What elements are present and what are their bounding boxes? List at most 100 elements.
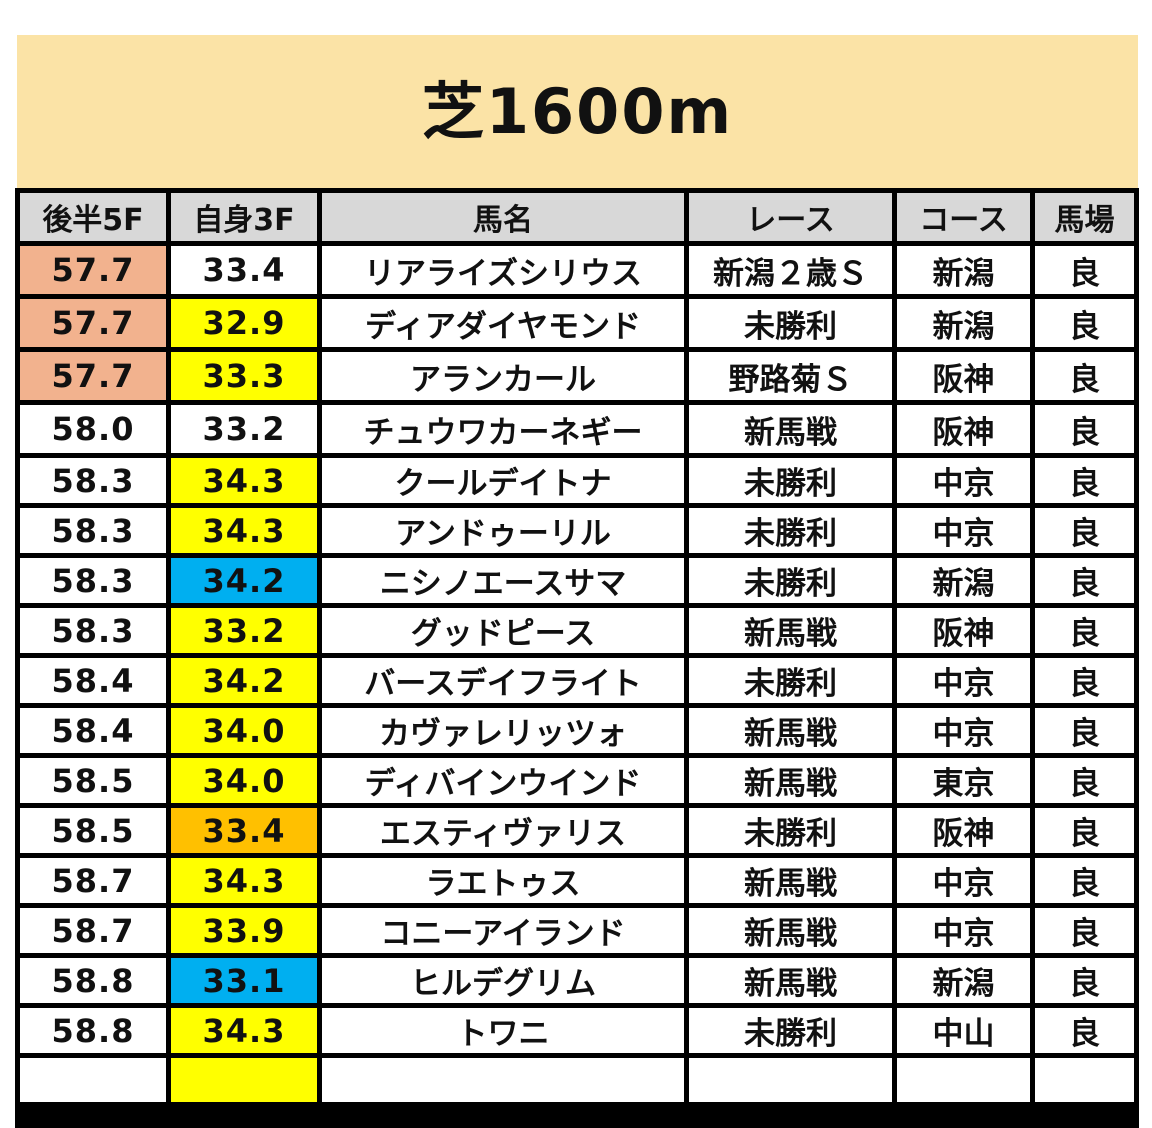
- own-3f-cell: 34.2: [171, 658, 317, 703]
- course-cell: 中京: [897, 458, 1030, 503]
- cut-off-cell: [1035, 1058, 1134, 1102]
- title-banner: 芝1600m: [17, 35, 1138, 188]
- table-row: 58.3 34.3 クールデイトナ 未勝利 中京良: [20, 458, 1134, 503]
- race-cell: 未勝利: [689, 458, 892, 503]
- column-header-own-3f: 自身3F: [171, 193, 317, 241]
- horse-name-cell: ラエトゥス: [322, 858, 684, 903]
- results-table: 後半5F 自身3F 馬名 レース コース 馬場 57.7 33.4 リアライズシリウ…: [15, 188, 1139, 1107]
- horse-name-cell: クールデイトナ: [322, 458, 684, 503]
- course-cell: 新潟: [897, 246, 1030, 294]
- cut-off-cell: [322, 1058, 684, 1102]
- horse-name-cell: アランカール: [322, 352, 684, 400]
- track-condition-cell: 良: [1035, 858, 1134, 903]
- own-3f-cell: 34.3: [171, 858, 317, 903]
- own-3f-cell: 34.0: [171, 758, 317, 803]
- race-cell: 新馬戦: [689, 908, 892, 953]
- course-cell: 新潟: [897, 558, 1030, 603]
- track-condition-cell: 良: [1035, 608, 1134, 653]
- course-cell: 東京: [897, 758, 1030, 803]
- track-condition-cell: 良: [1035, 558, 1134, 603]
- track-condition-cell: 良: [1035, 908, 1134, 953]
- course-cell: 阪神: [897, 808, 1030, 853]
- race-cell: 未勝利: [689, 1008, 892, 1053]
- table-row: 58.5 34.0 ディバインウインド 新馬戦 東京良: [20, 758, 1134, 803]
- race-cell: 新潟２歳Ｓ: [689, 246, 892, 294]
- course-cell: 阪神: [897, 352, 1030, 400]
- late-5f-cell: 58.8: [20, 958, 166, 1003]
- table-row: 58.3 34.3 アンドゥーリル 未勝利 中京良: [20, 508, 1134, 553]
- course-cell: 中京: [897, 508, 1030, 553]
- table-row: 58.3 34.2 ニシノエースサマ 未勝利 新潟良: [20, 558, 1134, 603]
- table-row: 57.7 33.4 リアライズシリウス 新潟２歳Ｓ 新潟良: [20, 246, 1134, 294]
- table-row: [20, 1058, 1134, 1102]
- course-cell: 中京: [897, 858, 1030, 903]
- horse-name-cell: カヴァレリッツォ: [322, 708, 684, 753]
- table-row: 58.4 34.0 カヴァレリッツォ 新馬戦 中京良: [20, 708, 1134, 753]
- track-condition-cell: 良: [1035, 458, 1134, 503]
- horse-name-cell: ヒルデグリム: [322, 958, 684, 1003]
- horse-name-cell: ディアダイヤモンド: [322, 299, 684, 347]
- late-5f-cell: 57.7: [20, 352, 166, 400]
- race-cell: 未勝利: [689, 508, 892, 553]
- table-header-row: 後半5F 自身3F 馬名 レース コース 馬場: [20, 193, 1134, 241]
- late-5f-cell: 58.7: [20, 858, 166, 903]
- own-3f-cell: 33.1: [171, 958, 317, 1003]
- race-cell: 新馬戦: [689, 405, 892, 453]
- late-5f-cell: 58.5: [20, 808, 166, 853]
- own-3f-cell: 34.0: [171, 708, 317, 753]
- own-3f-cell: 33.4: [171, 808, 317, 853]
- own-3f-cell: 34.3: [171, 1008, 317, 1053]
- own-3f-cell: 33.9: [171, 908, 317, 953]
- own-3f-cell: 34.3: [171, 508, 317, 553]
- track-condition-cell: 良: [1035, 299, 1134, 347]
- table-row: 58.8 33.1 ヒルデグリム 新馬戦 新潟良: [20, 958, 1134, 1003]
- late-5f-cell: 58.3: [20, 608, 166, 653]
- cut-off-cell: [897, 1058, 1030, 1102]
- race-cell: 未勝利: [689, 299, 892, 347]
- track-condition-cell: 良: [1035, 405, 1134, 453]
- horse-name-cell: トワニ: [322, 1008, 684, 1053]
- table-row: 58.8 34.3 トワニ 未勝利 中山良: [20, 1008, 1134, 1053]
- table-row: 58.7 33.9 コニーアイランド 新馬戦 中京良: [20, 908, 1134, 953]
- course-cell: 新潟: [897, 299, 1030, 347]
- track-condition-cell: 良: [1035, 352, 1134, 400]
- horse-name-cell: エスティヴァリス: [322, 808, 684, 853]
- cut-off-cell: [171, 1058, 317, 1102]
- race-cell: 野路菊Ｓ: [689, 352, 892, 400]
- race-cell: 新馬戦: [689, 958, 892, 1003]
- horse-name-cell: コニーアイランド: [322, 908, 684, 953]
- race-cell: 新馬戦: [689, 708, 892, 753]
- table-body: 57.7 33.4 リアライズシリウス 新潟２歳Ｓ 新潟良 57.7 32.9 ディアダイヤモ…: [20, 246, 1134, 1102]
- course-cell: 中京: [897, 658, 1030, 703]
- own-3f-cell: 34.3: [171, 458, 317, 503]
- cut-off-cell: [689, 1058, 892, 1102]
- cut-off-cell: [20, 1058, 166, 1102]
- late-5f-cell: 58.4: [20, 708, 166, 753]
- page-title: 芝1600m: [421, 74, 734, 148]
- column-header-horse-name: 馬名: [322, 193, 684, 241]
- race-cell: 未勝利: [689, 558, 892, 603]
- late-5f-cell: 58.0: [20, 405, 166, 453]
- track-condition-cell: 良: [1035, 1008, 1134, 1053]
- race-cell: 新馬戦: [689, 858, 892, 903]
- race-cell: 未勝利: [689, 808, 892, 853]
- track-condition-cell: 良: [1035, 958, 1134, 1003]
- own-3f-cell: 33.3: [171, 352, 317, 400]
- table-row: 57.7 32.9 ディアダイヤモンド 未勝利 新潟良: [20, 299, 1134, 347]
- late-5f-cell: 58.7: [20, 908, 166, 953]
- horse-name-cell: リアライズシリウス: [322, 246, 684, 294]
- course-cell: 新潟: [897, 958, 1030, 1003]
- course-cell: 中京: [897, 908, 1030, 953]
- own-3f-cell: 33.4: [171, 246, 317, 294]
- horse-name-cell: グッドピース: [322, 608, 684, 653]
- table-row: 57.7 33.3 アランカール 野路菊Ｓ 阪神良: [20, 352, 1134, 400]
- track-condition-cell: 良: [1035, 246, 1134, 294]
- own-3f-cell: 34.2: [171, 558, 317, 603]
- late-5f-cell: 58.3: [20, 558, 166, 603]
- table-row: 58.4 34.2 バースデイフライト 未勝利 中京良: [20, 658, 1134, 703]
- track-condition-cell: 良: [1035, 758, 1134, 803]
- late-5f-cell: 58.8: [20, 1008, 166, 1053]
- own-3f-cell: 33.2: [171, 608, 317, 653]
- track-condition-cell: 良: [1035, 808, 1134, 853]
- course-cell: 阪神: [897, 608, 1030, 653]
